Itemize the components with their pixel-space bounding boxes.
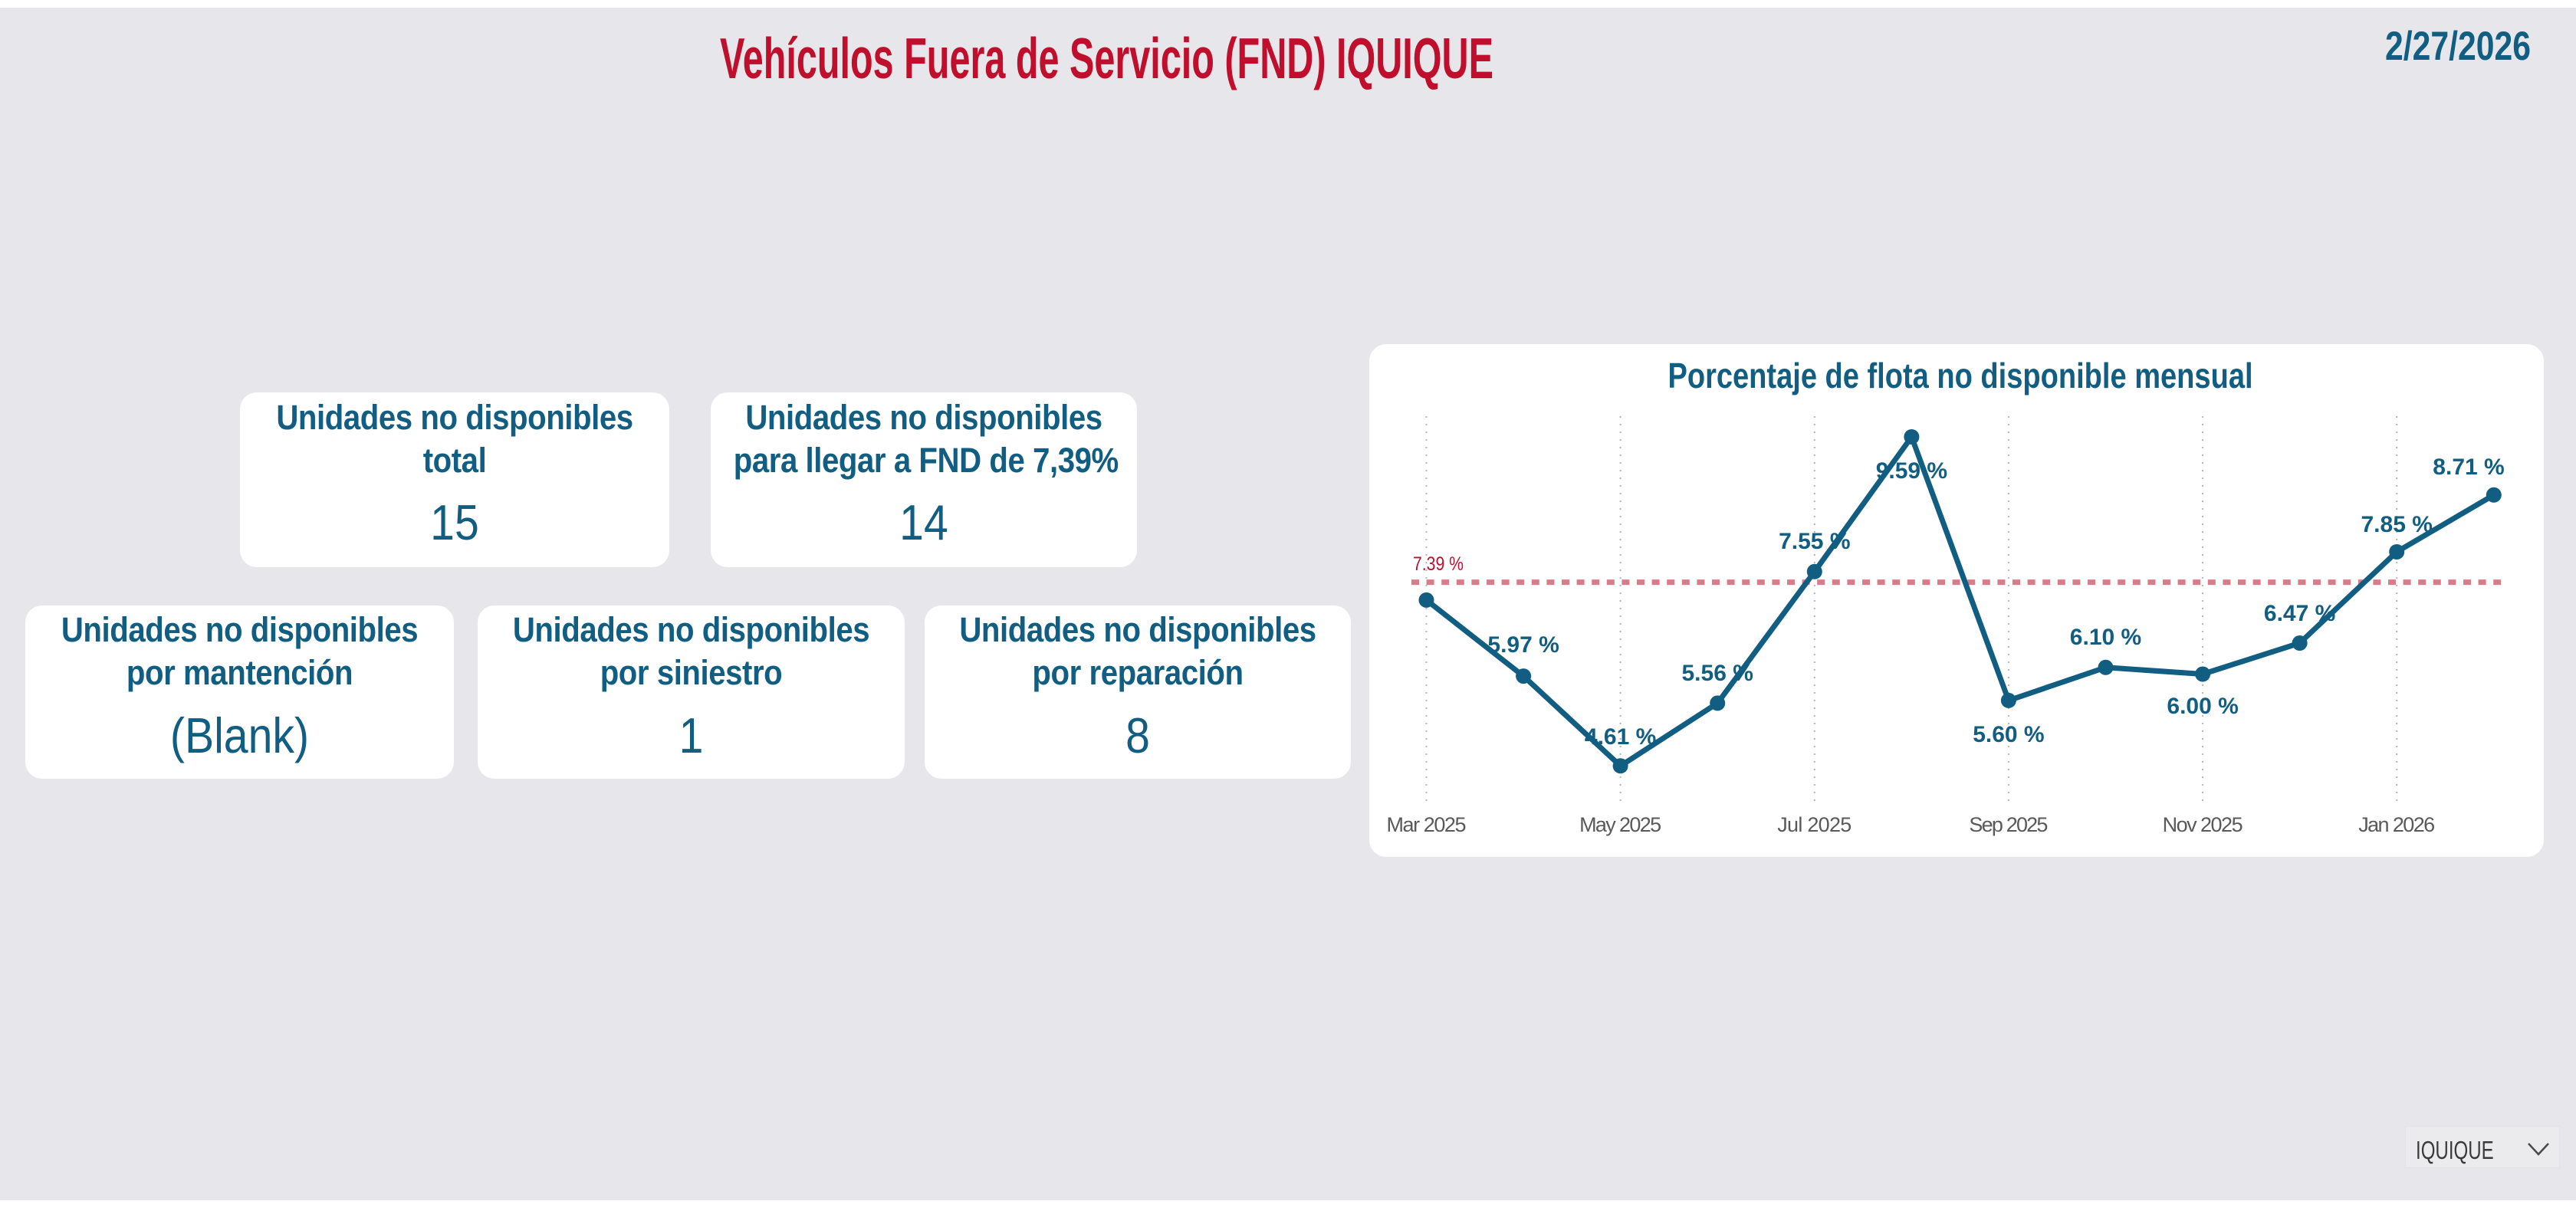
svg-text:6.00 %: 6.00 % — [2167, 694, 2238, 719]
svg-text:8.71 %: 8.71 % — [2433, 455, 2504, 480]
svg-text:Jan 2026: Jan 2026 — [2358, 813, 2435, 836]
svg-text:6.10 %: 6.10 % — [2070, 625, 2141, 650]
svg-text:May 2025: May 2025 — [1579, 813, 1661, 836]
svg-text:Sep 2025: Sep 2025 — [1969, 813, 2048, 836]
svg-text:7.39 %: 7.39 % — [1413, 553, 1464, 575]
svg-text:6.47 %: 6.47 % — [2264, 601, 2335, 626]
svg-text:7.85 %: 7.85 % — [2361, 512, 2432, 537]
svg-text:9.59 %: 9.59 % — [1876, 458, 1947, 484]
svg-text:7.55 %: 7.55 % — [1779, 529, 1850, 554]
svg-text:5.97 %: 5.97 % — [1487, 632, 1559, 658]
svg-text:4.61 %: 4.61 % — [1585, 724, 1656, 750]
svg-text:5.56 %: 5.56 % — [1681, 661, 1753, 686]
svg-text:Mar 2025: Mar 2025 — [1387, 813, 1467, 836]
svg-text:Nov 2025: Nov 2025 — [2163, 813, 2243, 836]
svg-text:Jul 2025: Jul 2025 — [1777, 813, 1852, 836]
svg-text:5.60 %: 5.60 % — [1973, 722, 2044, 747]
